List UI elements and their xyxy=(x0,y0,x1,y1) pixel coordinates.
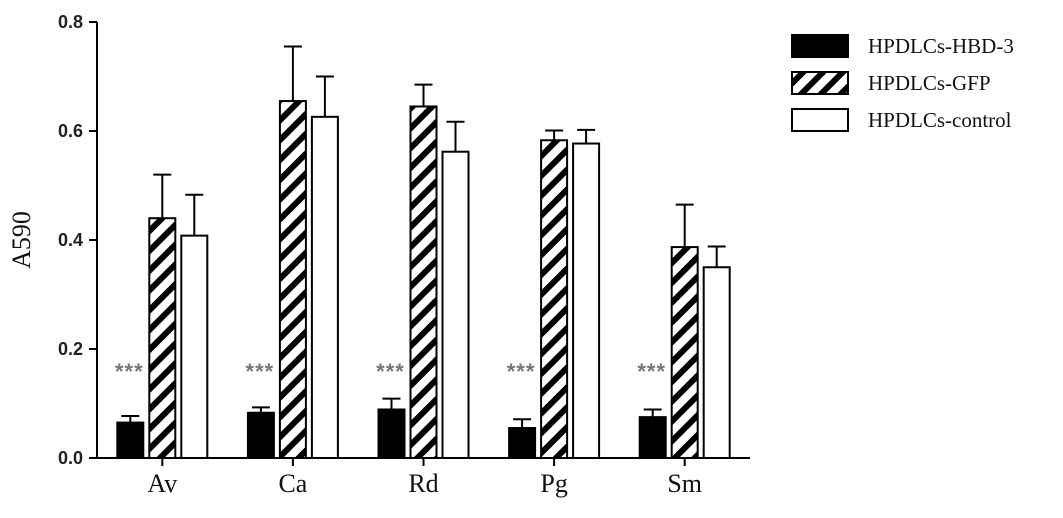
y-tick-label: 0.6 xyxy=(58,121,83,141)
x-tick-label: Rd xyxy=(408,469,438,498)
x-tick-label: Av xyxy=(147,469,177,498)
bar xyxy=(508,427,537,459)
x-tick-label: Ca xyxy=(278,469,307,498)
bar xyxy=(310,115,339,460)
legend-label: HPDLCs-GFP xyxy=(868,71,991,95)
legend-label: HPDLCs-HBD-3 xyxy=(868,34,1014,58)
bar xyxy=(180,234,209,459)
significance-label: *** xyxy=(637,359,666,384)
axes: 0.0 0.2 0.4 0.6 0.8 A590 Av Ca Rd Pg Sm xyxy=(7,12,750,498)
significance-label: *** xyxy=(376,359,405,384)
bar xyxy=(116,421,145,460)
legend-swatch xyxy=(791,71,849,95)
x-tick-label: Sm xyxy=(667,469,702,498)
legend: HPDLCs-HBD-3 HPDLCs-GFP HPDLCs-control xyxy=(791,34,1014,132)
y-tick-label: 0.2 xyxy=(58,339,83,359)
significance-label: *** xyxy=(507,359,536,384)
bar xyxy=(377,408,406,459)
bar xyxy=(670,246,699,459)
y-axis-title: A590 xyxy=(7,211,36,269)
bar xyxy=(441,150,470,460)
bars: *** *** *** *** *** xyxy=(115,45,731,460)
bar xyxy=(702,266,731,459)
bar xyxy=(540,139,569,459)
legend-swatch xyxy=(791,34,849,58)
bar xyxy=(278,100,307,460)
y-tick-label: 0.4 xyxy=(58,230,83,250)
legend-swatch xyxy=(791,108,849,132)
significance-label: *** xyxy=(115,359,144,384)
legend-label: HPDLCs-control xyxy=(868,108,1012,132)
bar xyxy=(572,142,601,459)
y-tick-label: 0.0 xyxy=(58,448,83,468)
significance-label: *** xyxy=(246,359,275,384)
bar xyxy=(246,411,275,460)
bar xyxy=(638,416,667,459)
y-tick-label: 0.8 xyxy=(58,12,83,32)
bar xyxy=(409,105,438,459)
x-tick-label: Pg xyxy=(540,469,567,498)
bar xyxy=(148,217,177,459)
